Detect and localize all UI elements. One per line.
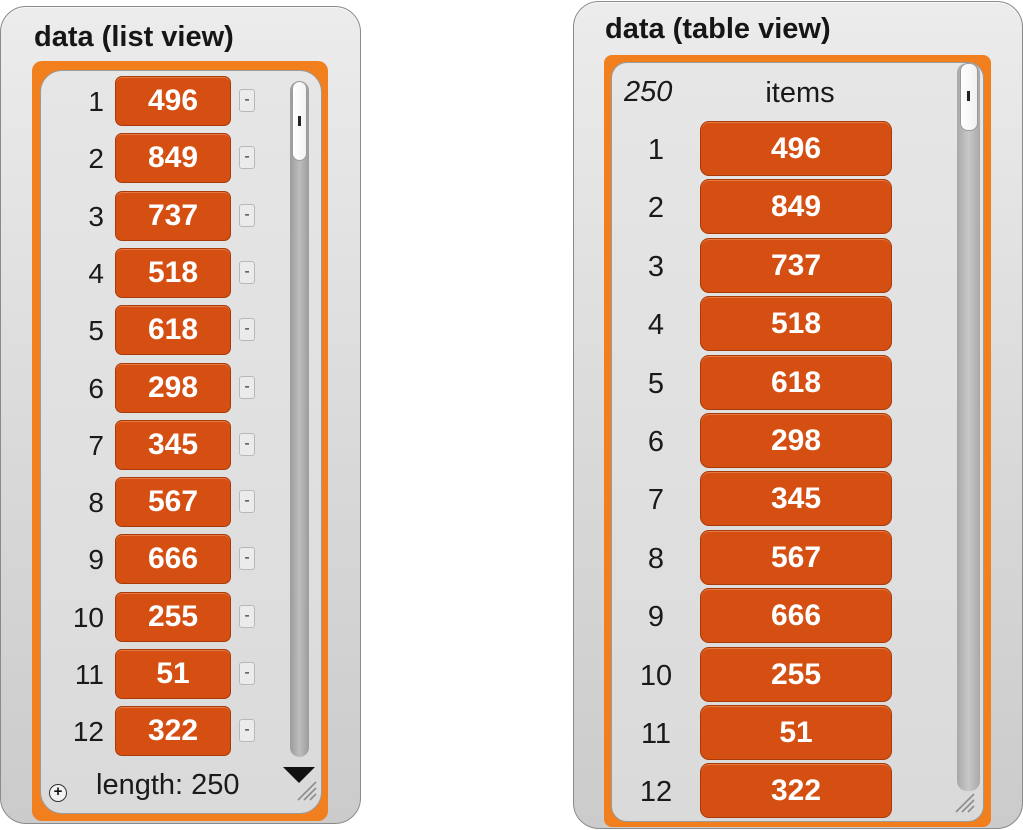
remove-item-button[interactable]: -: [239, 260, 255, 284]
remove-item-button[interactable]: -: [239, 432, 255, 456]
list-row-value[interactable]: 298: [115, 362, 231, 413]
table-scrollbar-track[interactable]: [957, 63, 980, 791]
remove-item-button[interactable]: -: [239, 203, 255, 227]
list-row-value[interactable]: 51: [115, 649, 231, 699]
list-row-value[interactable]: 849: [115, 133, 231, 184]
list-row-index: 11: [74, 659, 104, 690]
table-row-value[interactable]: 666: [700, 588, 892, 644]
table-row-value[interactable]: 496: [700, 121, 892, 176]
list-row-index: 2: [88, 143, 104, 175]
table-view-frame: 250 items 1 496 2 849 3 737 4 518 5 618 6 298 7 345 8 5…: [604, 55, 991, 827]
table-row-value[interactable]: 322: [700, 763, 892, 819]
remove-item-button[interactable]: -: [239, 375, 255, 399]
list-view-contents[interactable]: 1 496-2 849-3 737-4 518-5 618-6 298-7 345-8 567-…: [40, 70, 322, 814]
remove-item-button[interactable]: -: [239, 89, 255, 112]
list-row-index: 8: [88, 487, 104, 519]
resize-handle-icon[interactable]: [952, 790, 976, 814]
table-row-index: 8: [647, 542, 665, 575]
list-row-value[interactable]: 345: [115, 419, 231, 470]
list-row-value[interactable]: 518: [115, 247, 231, 298]
table-row-value[interactable]: 298: [700, 413, 892, 468]
table-row-index: 4: [647, 309, 665, 342]
list-row-index: 3: [88, 200, 104, 232]
table-row-value[interactable]: 518: [700, 296, 892, 352]
scroll-down-arrow-icon[interactable]: [283, 767, 315, 783]
list-row-index: 5: [88, 315, 104, 347]
list-row-value[interactable]: 666: [115, 534, 231, 585]
list-row-value[interactable]: 737: [115, 190, 231, 241]
list-scrollbar-thumb[interactable]: [292, 81, 307, 161]
table-row-index: 6: [647, 426, 665, 458]
table-row-index: 2: [647, 192, 665, 225]
resize-handle-icon[interactable]: [294, 778, 318, 802]
list-row-index: 7: [88, 429, 104, 461]
table-row-index: 11: [640, 718, 672, 750]
table-row-value[interactable]: 51: [700, 705, 892, 760]
list-row-index: 12: [72, 716, 104, 748]
remove-item-button[interactable]: -: [239, 490, 255, 514]
list-row-index: 9: [88, 544, 104, 576]
table-row-value[interactable]: 618: [700, 354, 892, 410]
table-row-index: 10: [639, 659, 673, 692]
table-row-index: 1: [647, 134, 665, 166]
table-row-index: 3: [647, 250, 665, 283]
list-row-index: 6: [88, 372, 104, 404]
scrollbar-grip-icon: [298, 116, 301, 126]
remove-item-button[interactable]: -: [239, 662, 255, 685]
table-row-value[interactable]: 567: [700, 529, 892, 585]
table-view-contents[interactable]: 250 items 1 496 2 849 3 737 4 518 5 618 6 298 7 345 8 5…: [611, 62, 984, 822]
table-row-index: 9: [647, 601, 665, 634]
table-row-count: 250: [624, 76, 673, 108]
table-row-value[interactable]: 737: [700, 237, 892, 293]
remove-item-button[interactable]: -: [239, 318, 255, 342]
table-row-index: 7: [647, 484, 665, 517]
list-row-value[interactable]: 255: [115, 591, 231, 642]
list-row-index: 4: [88, 257, 104, 289]
list-row-value[interactable]: 618: [115, 305, 231, 356]
table-column-header[interactable]: items: [765, 77, 835, 109]
list-scrollbar-track[interactable]: [290, 81, 309, 757]
add-item-button[interactable]: +: [49, 784, 67, 802]
remove-item-button[interactable]: -: [239, 146, 255, 170]
table-row-value[interactable]: 255: [700, 646, 892, 702]
remove-item-button[interactable]: -: [239, 604, 255, 628]
remove-item-button[interactable]: -: [239, 547, 255, 571]
list-view-title: data (list view): [34, 21, 234, 53]
table-row-index: 5: [647, 367, 665, 400]
list-view-watcher[interactable]: data (list view) 1 496-2 849-3 737-4 518-5 61…: [0, 6, 361, 824]
list-row-value[interactable]: 496: [115, 76, 231, 126]
list-row-value[interactable]: 567: [115, 477, 231, 528]
list-row-index: 1: [88, 86, 104, 117]
remove-item-button[interactable]: -: [239, 719, 255, 743]
table-row-value[interactable]: 849: [700, 179, 892, 235]
table-view-title: data (table view): [605, 13, 831, 45]
list-view-frame: 1 496-2 849-3 737-4 518-5 618-6 298-7 345-8 567-…: [32, 61, 328, 821]
table-view-watcher[interactable]: data (table view) 250 items 1 496 2 849 3 737…: [573, 1, 1023, 829]
list-row-value[interactable]: 322: [115, 706, 231, 757]
list-row-index: 10: [72, 601, 104, 633]
table-scrollbar-thumb[interactable]: [960, 63, 978, 131]
table-row-index: 12: [639, 776, 673, 809]
table-row-value[interactable]: 345: [700, 471, 892, 527]
scrollbar-grip-icon: [967, 91, 970, 101]
list-length-label: length: 250: [96, 769, 240, 801]
